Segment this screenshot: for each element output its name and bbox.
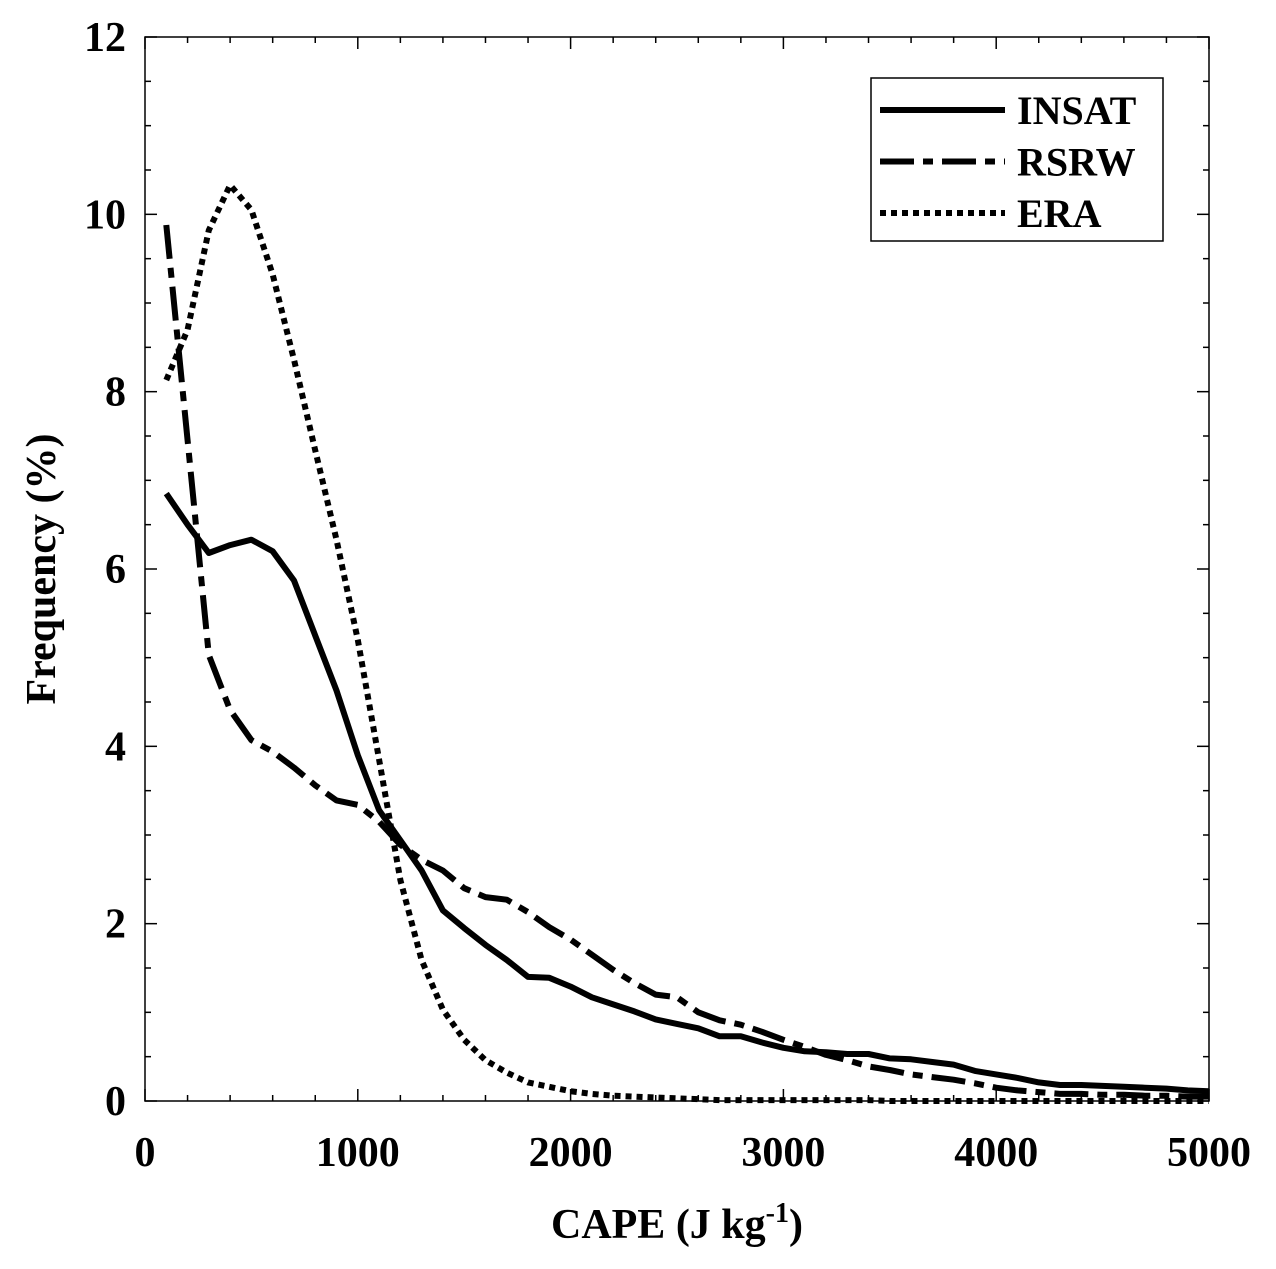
y-tick-label: 8 (105, 370, 126, 416)
plot-area-frame (144, 36, 1210, 1102)
legend: INSAT RSRW ERA (870, 77, 1164, 242)
x-tick-label: 4000 (954, 1130, 1038, 1176)
x-tick-label: 0 (135, 1130, 156, 1176)
y-tick-label: 0 (105, 1079, 126, 1125)
x-tick-label: 5000 (1167, 1130, 1251, 1176)
y-tick-label: 4 (105, 724, 126, 770)
legend-label: ERA (1017, 191, 1102, 236)
y-tick-label: 2 (105, 902, 126, 948)
legend-box (870, 77, 1164, 242)
legend-label: INSAT (1017, 88, 1137, 133)
y-tick-label: 12 (84, 15, 126, 61)
series-line-insat (163, 491, 1210, 1095)
x-tick-label: 3000 (741, 1130, 825, 1176)
x-tick-label: 1000 (316, 1130, 400, 1176)
legend-label: RSRW (1017, 140, 1136, 185)
y-tick-label: 10 (84, 192, 126, 238)
y-axis-label: Frequency (%) (19, 433, 65, 704)
tick-labels: 0 1000 2000 3000 4000 5000 0 2 4 6 8 10 12 (84, 15, 1251, 1176)
x-axis-label: CAPE (J kg-1) (551, 1198, 803, 1248)
y-tick-label: 6 (105, 547, 126, 593)
series-line-era (163, 182, 1209, 1104)
axis-ticks (144, 36, 1210, 1102)
series-line-rsrw (163, 224, 1209, 1100)
series-lines (163, 182, 1210, 1104)
x-tick-label: 2000 (529, 1130, 613, 1176)
